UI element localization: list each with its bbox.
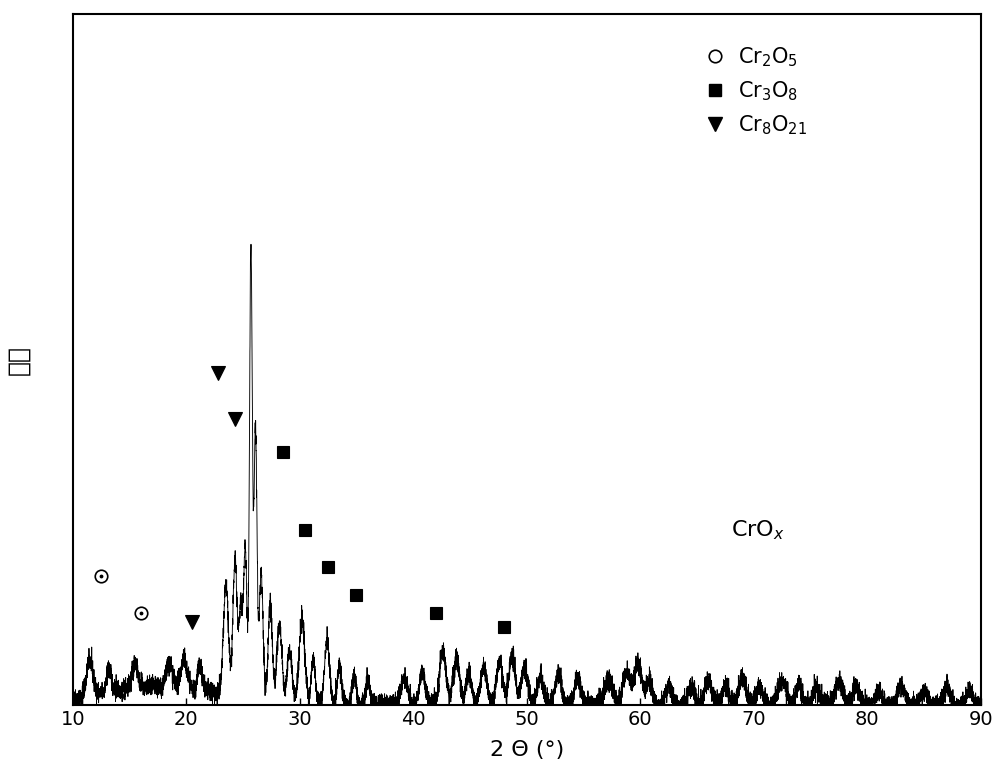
- X-axis label: 2 Θ (°): 2 Θ (°): [489, 740, 564, 760]
- Text: 强度: 强度: [6, 344, 30, 375]
- Text: CrO$_x$: CrO$_x$: [731, 519, 784, 542]
- Legend: Cr$_2$O$_5$, Cr$_3$O$_8$, Cr$_8$O$_{21}$: Cr$_2$O$_5$, Cr$_3$O$_8$, Cr$_8$O$_{21}$: [707, 45, 807, 137]
